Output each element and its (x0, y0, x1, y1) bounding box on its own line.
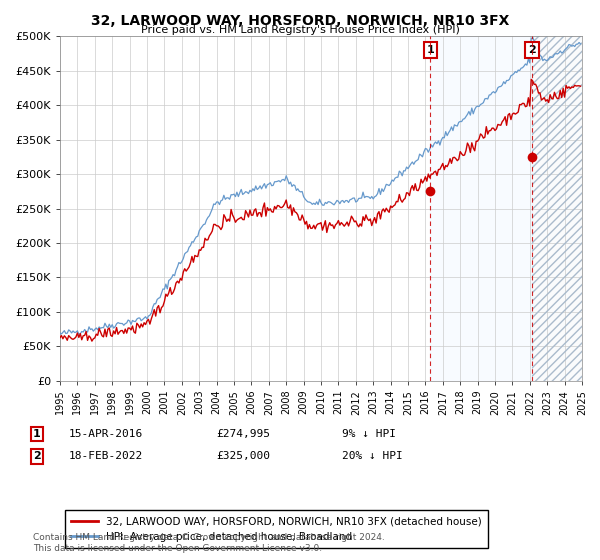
Text: 15-APR-2016: 15-APR-2016 (69, 429, 143, 439)
Bar (532, 36, 582, 381)
Text: 9% ↓ HPI: 9% ↓ HPI (342, 429, 396, 439)
Text: 32, LARWOOD WAY, HORSFORD, NORWICH, NR10 3FX: 32, LARWOOD WAY, HORSFORD, NORWICH, NR10… (91, 14, 509, 28)
Text: 1: 1 (427, 45, 434, 55)
Bar (532, 36, 582, 381)
Text: 2: 2 (33, 451, 41, 461)
Text: 2: 2 (528, 45, 536, 55)
Text: Contains HM Land Registry data © Crown copyright and database right 2024.
This d: Contains HM Land Registry data © Crown c… (33, 533, 385, 553)
Text: 18-FEB-2022: 18-FEB-2022 (69, 451, 143, 461)
Text: Price paid vs. HM Land Registry's House Price Index (HPI): Price paid vs. HM Land Registry's House … (140, 25, 460, 35)
Legend: 32, LARWOOD WAY, HORSFORD, NORWICH, NR10 3FX (detached house), HPI: Average pric: 32, LARWOOD WAY, HORSFORD, NORWICH, NR10… (65, 510, 488, 548)
Bar (430, 36, 532, 381)
Text: £325,000: £325,000 (216, 451, 270, 461)
Bar (532, 36, 582, 381)
Text: 1: 1 (33, 429, 41, 439)
Text: 20% ↓ HPI: 20% ↓ HPI (342, 451, 403, 461)
Text: £274,995: £274,995 (216, 429, 270, 439)
